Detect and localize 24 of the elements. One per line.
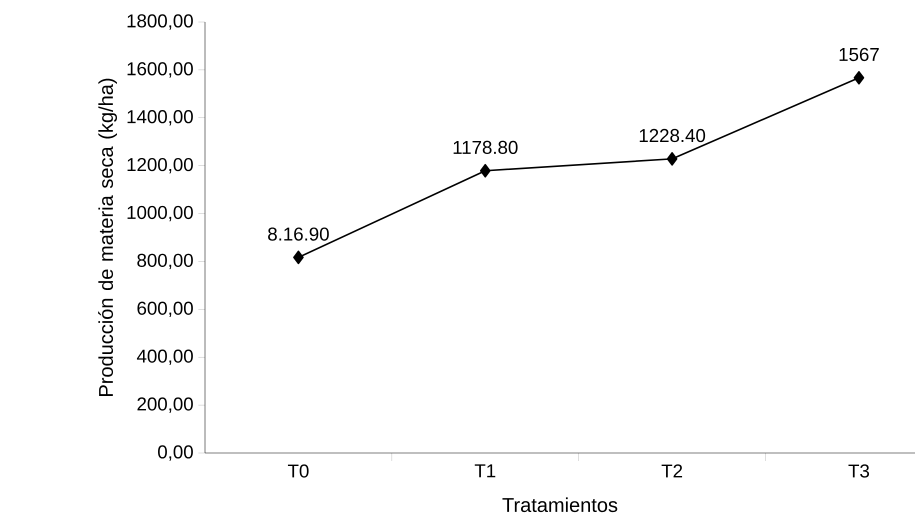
data-label: 1567 <box>840 48 879 62</box>
y-tick-label: 0,00 <box>158 445 193 461</box>
x-tick-label: T2 <box>662 464 682 478</box>
y-tick-label: 1400,00 <box>128 110 193 126</box>
y-tick-label: 600,00 <box>137 302 193 318</box>
data-label: 8.16.90 <box>268 227 329 241</box>
data-label: 1228.40 <box>640 128 706 142</box>
point <box>854 70 864 85</box>
point <box>666 152 678 166</box>
y-tick-label: 200,00 <box>137 397 193 413</box>
y-tick-label: 1000,00 <box>128 206 193 222</box>
y-tick-label: 400,00 <box>136 349 193 365</box>
x-tick-label: T3 <box>848 464 870 478</box>
y-tick-label: 800,00 <box>137 254 193 270</box>
data-label: 1178.80 <box>454 140 518 154</box>
y-tick-label: 1600,00 <box>128 62 193 78</box>
x-axis-title: Tratamientos <box>502 497 618 512</box>
y-axis-title: Producción de materia seca (kg/ha) <box>98 78 117 396</box>
point <box>480 164 491 178</box>
x-tick-label: T1 <box>474 464 496 478</box>
point <box>293 250 304 264</box>
y-tick-label: 1200,00 <box>128 158 193 174</box>
x-tick-label: T0 <box>288 464 309 478</box>
y-tick-label: 1800,00 <box>128 14 193 30</box>
